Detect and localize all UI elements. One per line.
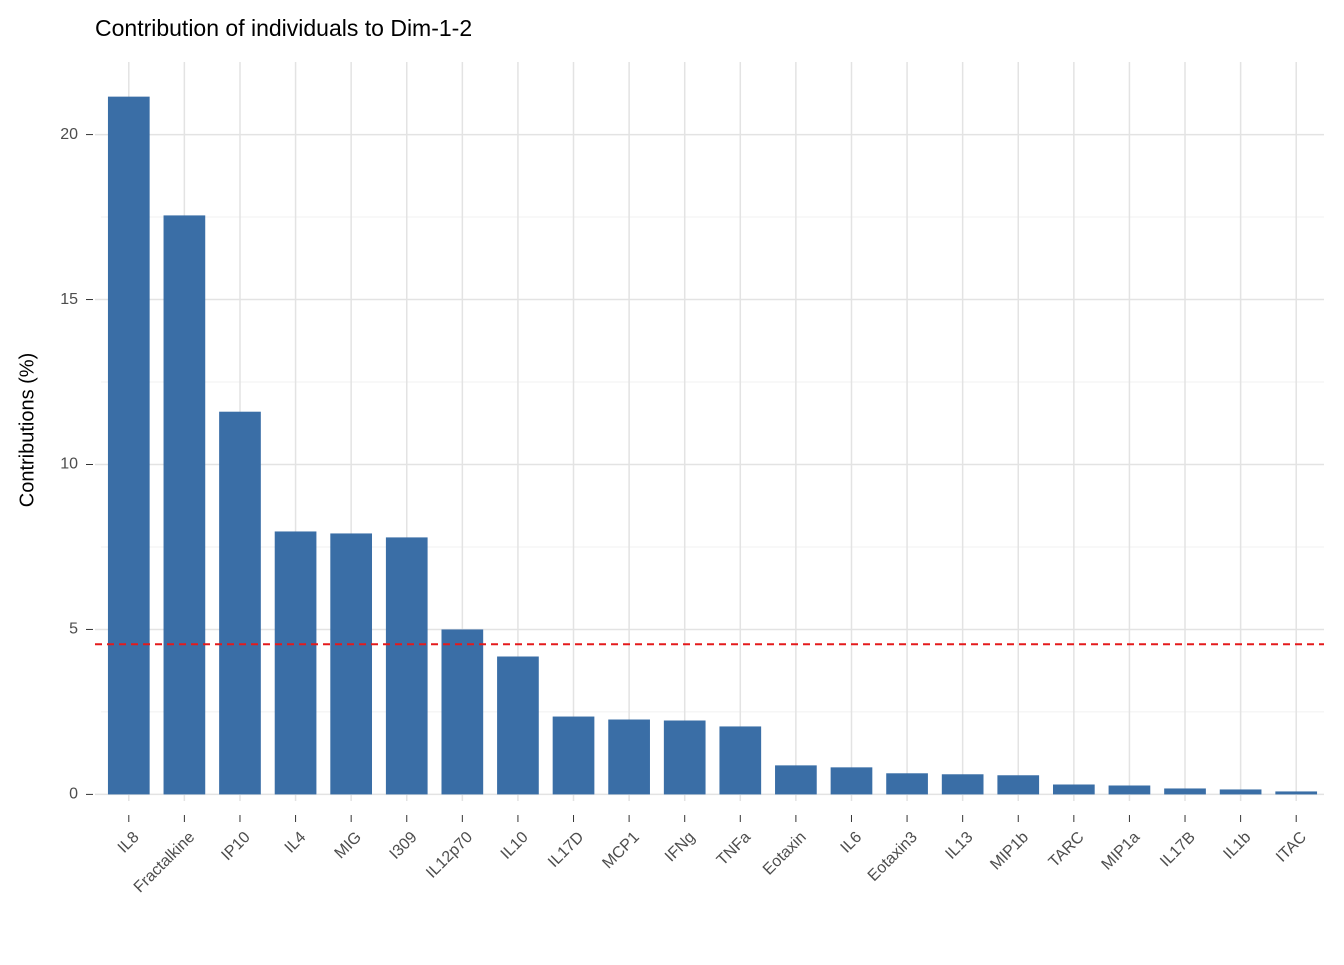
bar <box>1275 791 1318 795</box>
bar <box>886 773 928 795</box>
x-tick-label: TNFa <box>714 829 754 869</box>
x-tick-label: IL17D <box>545 829 587 871</box>
y-axis-label: Contributions (%) <box>16 353 38 508</box>
x-tick-label: MIG <box>332 829 365 862</box>
bar <box>775 765 817 795</box>
x-tick-label: IL13 <box>942 829 976 863</box>
bar <box>219 411 261 795</box>
bar <box>107 96 150 795</box>
x-tick-label: IL6 <box>838 829 866 857</box>
x-tick-label: MIP1a <box>1099 829 1144 874</box>
x-tick-label: Eotaxin <box>760 829 810 879</box>
bar <box>608 719 650 795</box>
x-tick-label: MCP1 <box>599 829 643 873</box>
bar <box>1052 784 1095 795</box>
x-tick-label: IL8 <box>115 829 143 857</box>
bar <box>719 726 762 795</box>
bar <box>441 629 484 795</box>
bar <box>1164 788 1206 795</box>
bar <box>663 720 706 795</box>
x-tick-label: IL12p70 <box>423 829 476 882</box>
y-tick-label: 10 <box>60 456 78 473</box>
x-tick-label: ITAC <box>1273 829 1310 866</box>
bar <box>997 775 1040 795</box>
x-tick-label: Eotaxin3 <box>865 829 921 885</box>
bar <box>1108 785 1151 795</box>
y-tick-label: 20 <box>60 126 78 143</box>
bar <box>330 533 373 795</box>
x-tick-label: IL4 <box>282 829 310 857</box>
bar <box>274 531 317 795</box>
x-tick-label: I309 <box>387 829 421 863</box>
bar <box>830 767 873 795</box>
x-tick-label: MIP1b <box>987 829 1032 874</box>
bar <box>552 716 595 795</box>
chart-title: Contribution of individuals to Dim-1-2 <box>95 15 472 41</box>
bar <box>941 774 984 795</box>
x-tick-label: IP10 <box>218 829 253 864</box>
x-tick-label: TARC <box>1046 829 1088 871</box>
x-tick-label: IL10 <box>498 829 532 863</box>
bar <box>1219 789 1262 795</box>
y-tick-label: 0 <box>69 786 78 803</box>
bar <box>385 537 428 795</box>
bar <box>163 215 206 795</box>
x-tick-label: IL17B <box>1157 829 1199 871</box>
bar <box>497 656 539 795</box>
x-tick-label: IL1b <box>1220 829 1254 863</box>
x-tick-label: IFNg <box>662 829 699 866</box>
y-tick-label: 15 <box>60 291 78 308</box>
x-tick-label: Fractalkine <box>131 829 198 896</box>
y-tick-label: 5 <box>69 621 78 638</box>
